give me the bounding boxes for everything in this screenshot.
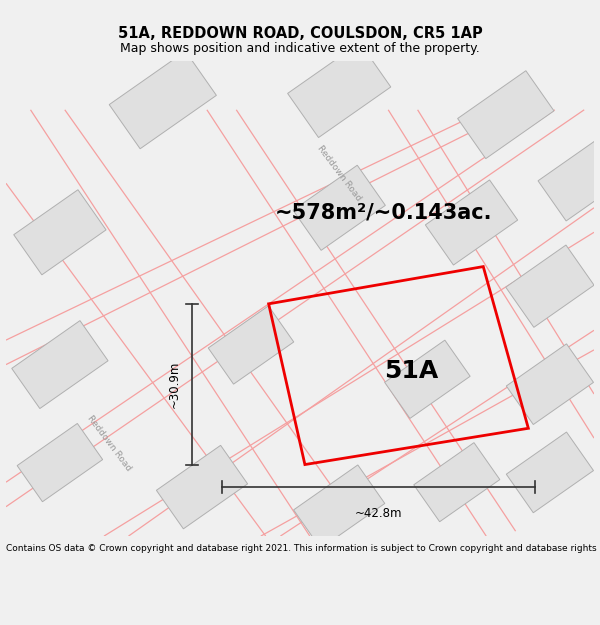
- Polygon shape: [12, 321, 108, 409]
- Polygon shape: [538, 136, 600, 221]
- Polygon shape: [458, 71, 554, 159]
- Polygon shape: [293, 465, 385, 549]
- Polygon shape: [109, 51, 217, 149]
- Text: Reddown Road: Reddown Road: [316, 144, 363, 203]
- Polygon shape: [14, 190, 106, 275]
- Polygon shape: [425, 180, 518, 265]
- Text: ~42.8m: ~42.8m: [355, 507, 402, 520]
- Text: ~30.9m: ~30.9m: [168, 361, 181, 408]
- Text: ~578m²/~0.143ac.: ~578m²/~0.143ac.: [275, 202, 492, 222]
- Polygon shape: [287, 43, 391, 138]
- Polygon shape: [506, 432, 593, 512]
- Polygon shape: [208, 306, 294, 384]
- Text: 51A, REDDOWN ROAD, COULSDON, CR5 1AP: 51A, REDDOWN ROAD, COULSDON, CR5 1AP: [118, 26, 482, 41]
- Text: 51A: 51A: [384, 359, 438, 382]
- Polygon shape: [414, 442, 500, 522]
- Polygon shape: [385, 340, 470, 418]
- Polygon shape: [506, 245, 594, 328]
- Text: Reddown Road: Reddown Road: [85, 414, 133, 472]
- Text: Map shows position and indicative extent of the property.: Map shows position and indicative extent…: [120, 42, 480, 55]
- Polygon shape: [293, 165, 385, 251]
- Polygon shape: [17, 424, 103, 502]
- Text: Contains OS data © Crown copyright and database right 2021. This information is : Contains OS data © Crown copyright and d…: [6, 544, 600, 552]
- Polygon shape: [506, 344, 593, 424]
- Polygon shape: [157, 446, 248, 529]
